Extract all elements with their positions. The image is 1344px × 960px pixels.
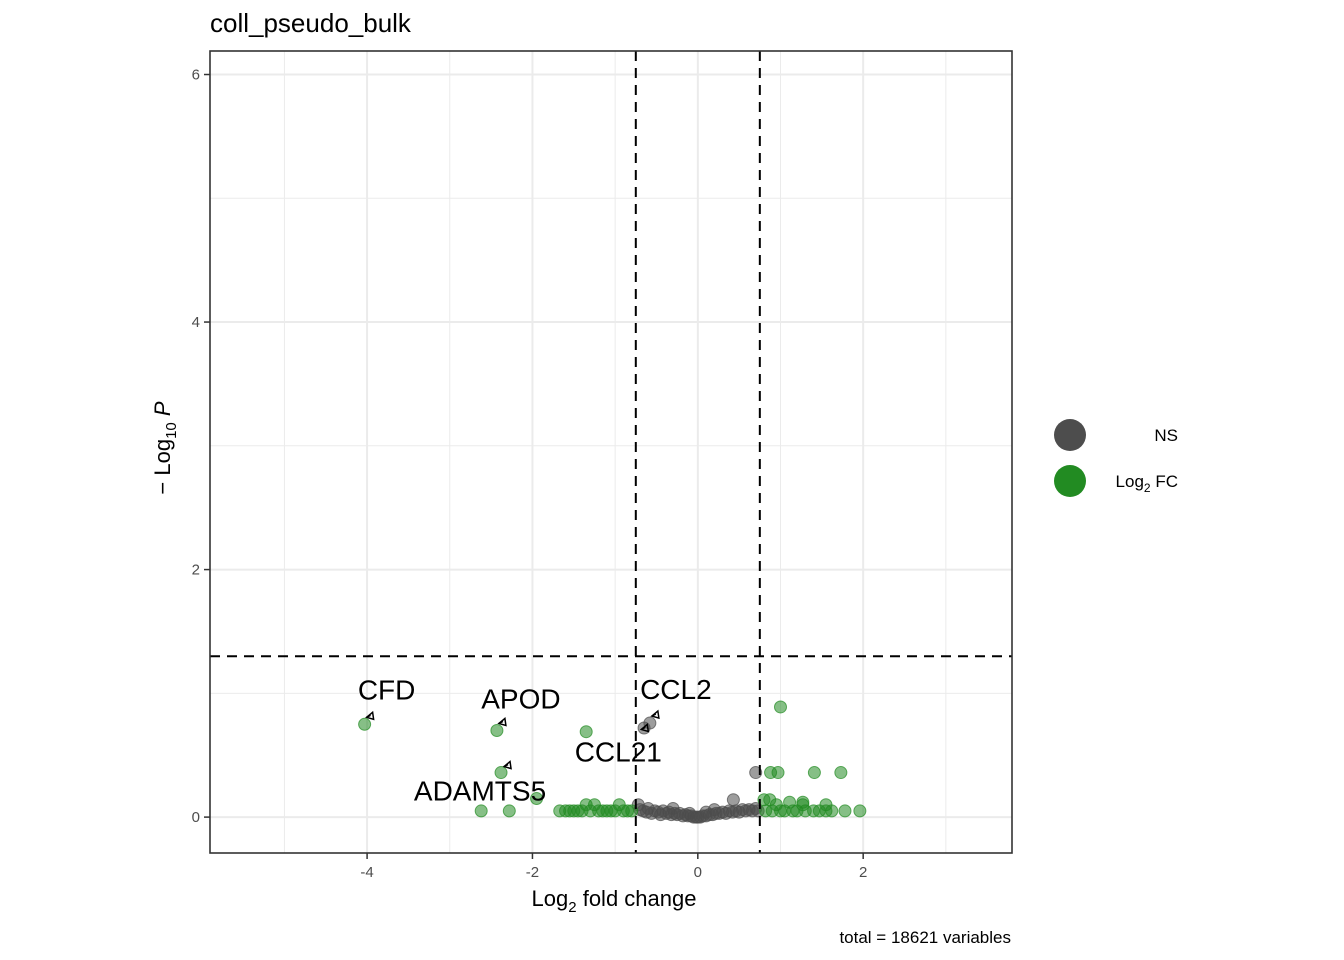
plot-panel: CFD APOD CCL2 CCL21 ADAMTS5 bbox=[209, 50, 1013, 854]
data-point bbox=[773, 700, 787, 714]
legend-key bbox=[1054, 465, 1086, 497]
data-point bbox=[771, 766, 785, 780]
x-tick-label: -2 bbox=[526, 864, 539, 881]
data-point bbox=[726, 793, 740, 807]
x-axis-title: Log2 fold change bbox=[532, 886, 697, 916]
x-tick-label: 0 bbox=[694, 864, 702, 881]
data-point bbox=[502, 804, 516, 818]
data-point bbox=[625, 804, 639, 818]
label-arrowhead bbox=[650, 709, 660, 720]
x-tick-label: 2 bbox=[859, 864, 867, 881]
gene-label: CCL2 bbox=[640, 674, 712, 705]
y-axis-title: − Log10 P bbox=[150, 401, 180, 494]
label-arrowhead bbox=[639, 722, 650, 733]
y-tick-label: 2 bbox=[192, 562, 200, 579]
cutoff-lines bbox=[210, 51, 1012, 853]
data-point bbox=[834, 766, 848, 780]
data-point bbox=[474, 804, 488, 818]
label-arrowhead bbox=[497, 717, 507, 727]
legend-key bbox=[1054, 419, 1086, 451]
data-point bbox=[530, 792, 544, 806]
data-points bbox=[358, 700, 867, 824]
panel-background bbox=[210, 51, 1012, 853]
legend: NS Log2 FC bbox=[1054, 419, 1178, 497]
panel-border bbox=[209, 50, 1013, 854]
data-point bbox=[490, 723, 504, 737]
data-point bbox=[838, 804, 852, 818]
data-point bbox=[666, 801, 680, 815]
label-arrowhead bbox=[365, 710, 375, 721]
y-tick-label: 6 bbox=[192, 67, 200, 84]
gene-label: CCL21 bbox=[575, 736, 662, 767]
data-point bbox=[608, 804, 622, 818]
x-axis: -4 -2 0 2 bbox=[360, 853, 867, 881]
data-point bbox=[699, 805, 713, 819]
gene-label: CFD bbox=[358, 674, 416, 705]
data-point bbox=[683, 806, 697, 820]
legend-label: NS bbox=[1154, 426, 1178, 445]
y-axis: 0 2 4 6 bbox=[192, 67, 210, 826]
data-point bbox=[853, 804, 867, 818]
x-tick-label: -4 bbox=[360, 864, 373, 881]
legend-label: Log2 FC bbox=[1116, 472, 1178, 495]
gene-labels: CFD APOD CCL2 CCL21 ADAMTS5 bbox=[358, 674, 712, 807]
data-point bbox=[749, 766, 763, 780]
data-point bbox=[579, 725, 593, 739]
gene-label: APOD bbox=[481, 683, 560, 714]
data-point bbox=[358, 717, 372, 731]
data-point bbox=[825, 804, 839, 818]
gene-label: ADAMTS5 bbox=[414, 776, 546, 807]
y-tick-label: 0 bbox=[192, 809, 200, 826]
caption: total = 18621 variables bbox=[839, 928, 1011, 947]
data-point bbox=[494, 766, 508, 780]
gridlines bbox=[210, 51, 1012, 853]
y-tick-label: 4 bbox=[192, 314, 200, 331]
data-point bbox=[807, 766, 821, 780]
plot-title: coll_pseudo_bulk bbox=[210, 8, 412, 38]
label-arrowhead bbox=[502, 760, 512, 770]
data-point bbox=[643, 716, 657, 730]
